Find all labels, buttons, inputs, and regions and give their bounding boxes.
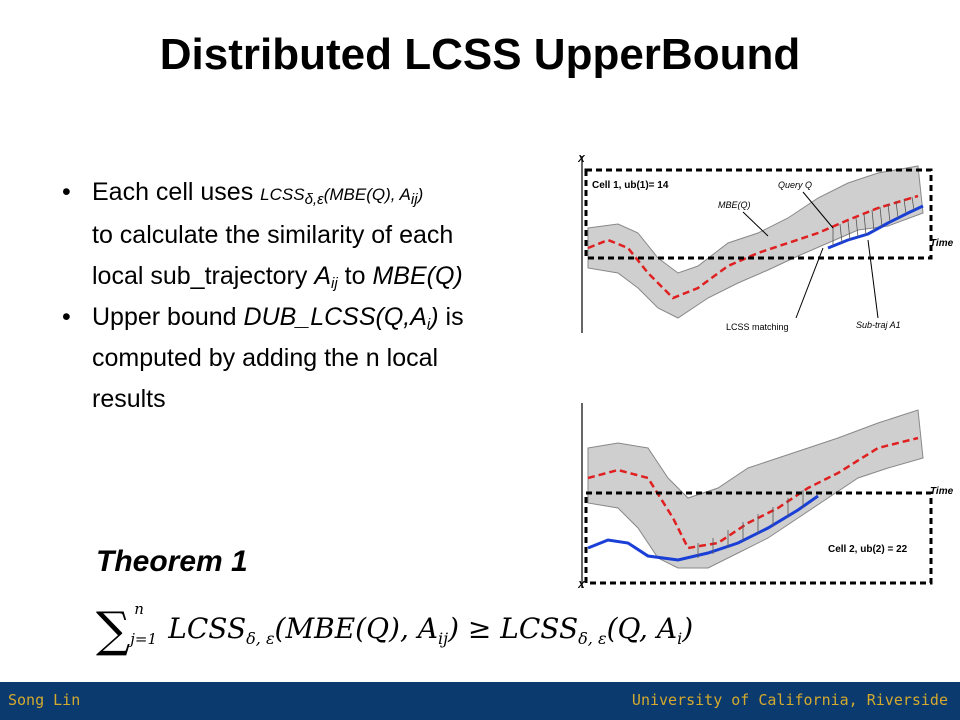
theorem-heading: Theorem 1 bbox=[96, 545, 248, 578]
mbe-label: MBE(Q) bbox=[718, 200, 751, 210]
bullet-1-to: to bbox=[344, 262, 366, 290]
theorem-formula: ∑ n j=1 LCSSδ, ε(MBE(Q), Aij) ≥ LCSSδ, ε(Q,… bbox=[96, 600, 694, 658]
mbe-var: MBE(Q) bbox=[372, 262, 463, 290]
sum-symbol: ∑ bbox=[96, 602, 131, 658]
time-label: Time bbox=[930, 238, 954, 249]
time-label-bottom: Time bbox=[930, 486, 954, 497]
bullet-list: • Each cell uses LCSSδ,ε(MBE(Q), Aij) to… bbox=[62, 172, 582, 420]
subtraj-label: Sub-traj A1 bbox=[856, 320, 901, 330]
x-axis-label: X bbox=[578, 154, 586, 165]
footer-author: Song Lin bbox=[8, 691, 81, 709]
slide-title: Distributed LCSS UpperBound bbox=[159, 30, 801, 79]
bullet-dot: • bbox=[62, 178, 71, 206]
bottom-panel: X Time Cell 2, ub(2) = 22 bbox=[578, 403, 954, 591]
lcss-hatch-bottom bbox=[697, 490, 804, 558]
bullet-2-line3: results bbox=[92, 385, 166, 413]
cell-2-label: Cell 2, ub(2) = 22 bbox=[828, 544, 908, 555]
geq-symbol: ≥ bbox=[467, 612, 492, 645]
bullet-1-text: Each cell uses bbox=[92, 178, 254, 206]
lcss-matching-label: LCSS matching bbox=[726, 322, 789, 332]
trajectory-figure: X Cell 1, ub(1)= 14 Time Query Q MBE(Q) … bbox=[578, 150, 958, 591]
bullet-2: • Upper bound DUB_LCSS(Q,Ai) is computed… bbox=[62, 297, 582, 420]
footer-institution: University of California, Riverside bbox=[631, 691, 948, 709]
footer-bar: Song Lin University of California, River… bbox=[0, 682, 960, 720]
annotation-arrows bbox=[742, 191, 879, 319]
lcss-hatch bbox=[832, 196, 915, 246]
bullet-2-line2: computed by adding the n local bbox=[92, 344, 439, 372]
bullet-1: • Each cell uses LCSSδ,ε(MBE(Q), Aij) to… bbox=[62, 172, 582, 297]
sub-trajectory-var: Aij bbox=[314, 262, 338, 292]
sum-limits: n j=1 bbox=[130, 600, 158, 648]
dub-lcss-fn: DUB_LCSS(Q,Ai) bbox=[243, 303, 439, 333]
bullet-1-line3: local sub_trajectory bbox=[92, 262, 308, 290]
top-panel: X Cell 1, ub(1)= 14 Time Query Q MBE(Q) … bbox=[578, 150, 958, 335]
cell-1-label: Cell 1, ub(1)= 14 bbox=[592, 180, 669, 191]
lcss-fn: LCSSδ,ε(MBE(Q), Aij) bbox=[260, 185, 424, 208]
bullet-dot: • bbox=[62, 303, 71, 331]
bullet-2-text: Upper bound bbox=[92, 303, 237, 331]
x-axis-label-bottom: X bbox=[578, 580, 586, 591]
query-label: Query Q bbox=[778, 180, 812, 190]
bullet-2-is: is bbox=[445, 303, 464, 331]
bullet-1-line2: to calculate the similarity of each bbox=[92, 221, 454, 249]
